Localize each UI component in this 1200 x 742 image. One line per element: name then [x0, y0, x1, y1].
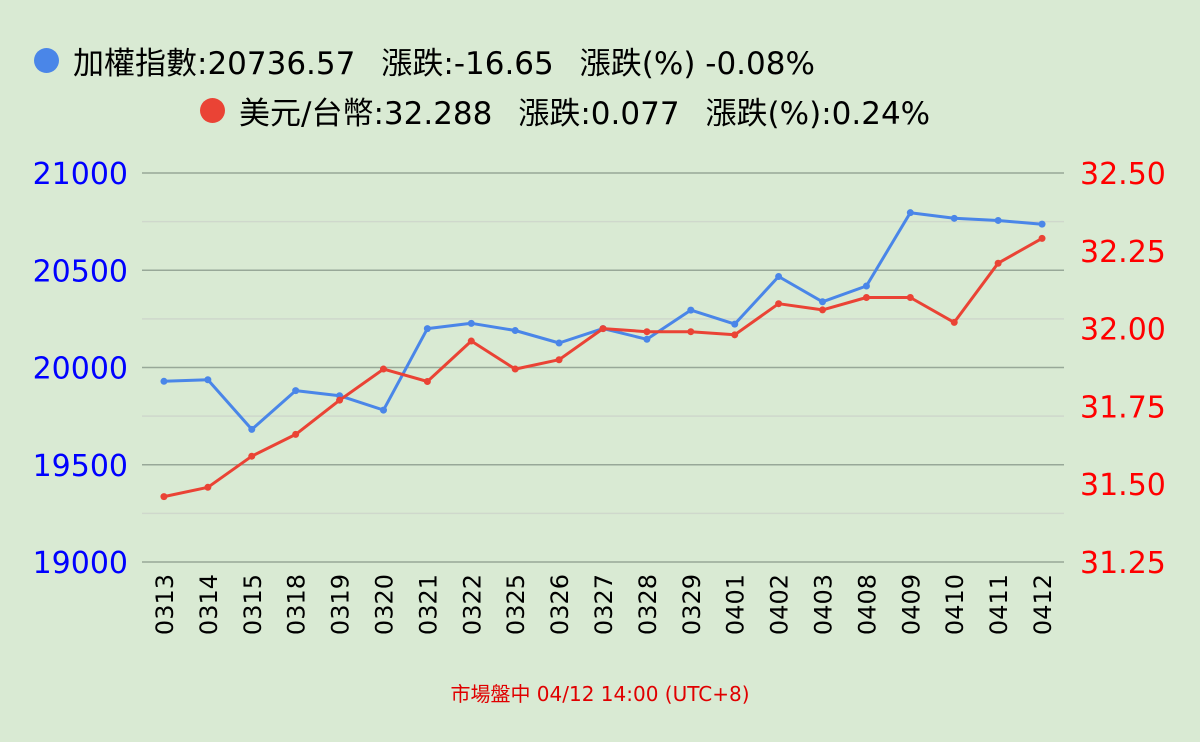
- legend-taiex: 加權指數:20736.57 漲跌:-16.65 漲跌(%) -0.08%: [34, 38, 841, 83]
- usdtwd-data-point: [687, 328, 695, 336]
- market-status-footnote: 市場盤中 04/12 14:00 (UTC+8): [450, 682, 750, 706]
- taiex-data-point: [731, 320, 739, 328]
- usdtwd-data-point: [862, 293, 870, 301]
- usdtwd-data-point: [994, 259, 1002, 267]
- usdtwd-data-point: [1038, 234, 1046, 242]
- x-axis-tick-label: 0314: [195, 574, 223, 635]
- right-axis-tick-label: 32.25: [1080, 235, 1166, 270]
- taiex-legend-change: 漲跌:-16.65: [381, 46, 554, 82]
- taiex-data-point: [379, 406, 387, 414]
- usdtwd-data-point: [906, 293, 914, 301]
- x-axis-tick-label: 0320: [370, 574, 398, 635]
- x-axis-tick-label: 0401: [722, 574, 750, 635]
- taiex-data-point: [643, 335, 651, 343]
- usdtwd-legend-label: 美元/台幣:32.288: [239, 96, 493, 132]
- left-axis-tick-label: 20000: [33, 352, 128, 387]
- right-axis-tick-label: 31.25: [1080, 546, 1166, 581]
- usdtwd-data-point: [423, 378, 431, 386]
- left-axis-tick-label: 20500: [33, 254, 128, 289]
- x-axis-tick-label: 0319: [327, 574, 355, 635]
- usdtwd-data-point: [599, 325, 607, 333]
- taiex-data-point: [292, 387, 300, 395]
- taiex-data-point: [994, 216, 1002, 224]
- taiex-data-point: [775, 272, 783, 280]
- right-axis-tick-label: 31.75: [1080, 390, 1166, 425]
- x-axis-tick-label: 0328: [634, 574, 662, 635]
- x-axis-tick-label: 0322: [458, 574, 486, 635]
- taiex-legend-dot: [34, 48, 59, 73]
- taiex-data-point: [555, 339, 563, 347]
- usdtwd-legend-change: 漲跌:0.077: [518, 96, 680, 132]
- right-axis-tick-label: 32.00: [1080, 313, 1166, 348]
- usdtwd-data-point: [819, 306, 827, 314]
- usdtwd-legend-dot: [200, 98, 225, 123]
- x-axis-tick-label: 0318: [283, 574, 311, 635]
- usdtwd-data-point: [775, 300, 783, 308]
- x-axis-tick-label: 0325: [502, 574, 530, 635]
- x-axis-tick-label: 0410: [941, 574, 969, 635]
- x-axis-tick-label: 0403: [810, 574, 838, 635]
- x-axis-tick-label: 0313: [151, 574, 179, 635]
- taiex-data-point: [687, 306, 695, 314]
- x-axis-tick-label: 0412: [1029, 574, 1057, 635]
- usdtwd-legend-change-pct: 漲跌(%):0.24%: [705, 96, 931, 132]
- taiex-data-point: [950, 214, 958, 222]
- usdtwd-data-point: [555, 356, 563, 364]
- right-axis-tick-label: 31.50: [1080, 468, 1166, 503]
- x-axis-tick-label: 0402: [766, 574, 794, 635]
- right-axis-tick-label: 32.50: [1080, 157, 1166, 192]
- taiex-series-line: [163, 211, 1043, 431]
- left-axis-tick-label: 21000: [33, 157, 128, 192]
- usdtwd-data-point: [248, 452, 256, 460]
- x-axis-tick-label: 0321: [414, 574, 442, 635]
- taiex-data-point: [819, 298, 827, 306]
- usdtwd-data-point: [643, 328, 651, 336]
- taiex-data-point: [511, 327, 519, 335]
- x-axis-tick-label: 0411: [985, 574, 1013, 635]
- x-axis-tick-label: 0327: [590, 574, 618, 635]
- taiex-legend-label: 加權指數:20736.57: [73, 46, 356, 82]
- usdtwd-data-point: [204, 483, 212, 491]
- usdtwd-data-point: [160, 493, 168, 501]
- taiex-data-point: [248, 425, 256, 433]
- taiex-data-point: [160, 377, 168, 385]
- usdtwd-data-point: [292, 430, 300, 438]
- usdtwd-data-point: [511, 365, 519, 373]
- x-axis-tick-label: 0409: [897, 574, 925, 635]
- usdtwd-data-point: [379, 365, 387, 373]
- usdtwd-data-point: [336, 396, 344, 404]
- taiex-data-point: [204, 376, 212, 384]
- taiex-legend-change-pct: 漲跌(%) -0.08%: [579, 46, 815, 82]
- usdtwd-data-point: [731, 331, 739, 339]
- usdtwd-data-point: [467, 337, 475, 345]
- usdtwd-data-point: [950, 318, 958, 326]
- x-axis-tick-label: 0326: [546, 574, 574, 635]
- taiex-data-point: [423, 325, 431, 333]
- taiex-data-point: [467, 319, 475, 327]
- taiex-data-point: [906, 209, 914, 217]
- legend-usdtwd: 美元/台幣:32.288 漲跌:0.077 漲跌(%):0.24%: [200, 88, 956, 133]
- left-axis-tick-label: 19000: [33, 546, 128, 581]
- x-axis-tick-label: 0408: [853, 574, 881, 635]
- taiex-data-point: [862, 282, 870, 290]
- left-axis-tick-label: 19500: [33, 449, 128, 484]
- taiex-data-point: [1038, 220, 1046, 228]
- x-axis-tick-label: 0329: [678, 574, 706, 635]
- x-axis-tick-label: 0315: [239, 574, 267, 635]
